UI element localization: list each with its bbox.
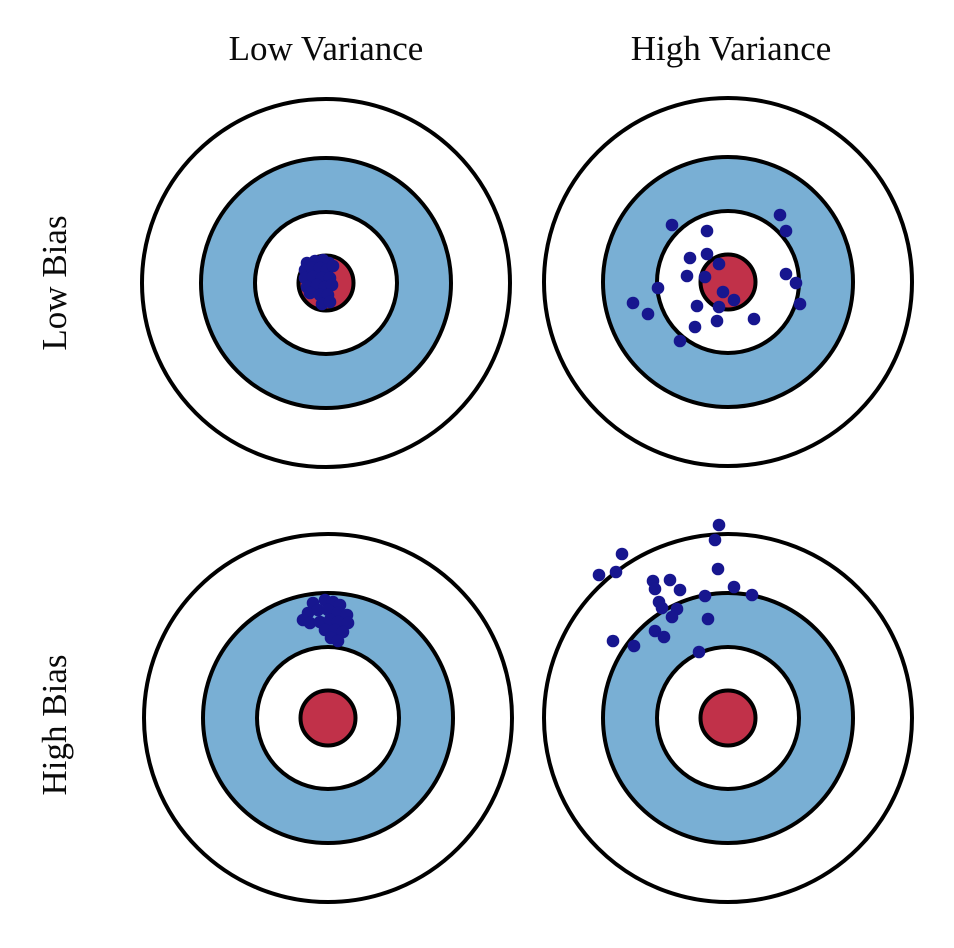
prediction-dot (326, 259, 340, 273)
prediction-dot (692, 645, 706, 659)
prediction-dot (311, 603, 325, 617)
prediction-dot (321, 603, 335, 617)
prediction-dot (708, 533, 722, 547)
prediction-dot (641, 307, 655, 321)
prediction-dot (323, 295, 337, 309)
target-high-bias-high-variance (542, 518, 914, 904)
prediction-dot (627, 639, 641, 653)
prediction-dot (626, 296, 640, 310)
prediction-dot (789, 276, 803, 290)
column-header-high-variance: High Variance (630, 29, 832, 68)
prediction-dot (747, 312, 761, 326)
ring-bullseye (698, 252, 758, 312)
prediction-dot (745, 588, 759, 602)
row-header-high-bias: High Bias (35, 654, 74, 796)
prediction-dot (727, 580, 741, 594)
prediction-dot (651, 281, 665, 295)
prediction-dot (698, 589, 712, 603)
prediction-dot (683, 251, 697, 265)
prediction-dot (592, 568, 606, 582)
prediction-dot (609, 565, 623, 579)
prediction-dot (688, 320, 702, 334)
prediction-dot (665, 218, 679, 232)
prediction-dot (325, 278, 339, 292)
prediction-dot (716, 285, 730, 299)
prediction-dot (680, 269, 694, 283)
prediction-dot (710, 314, 724, 328)
prediction-dot (673, 334, 687, 348)
prediction-dot (331, 634, 345, 648)
target-high-bias-low-variance (142, 532, 514, 904)
prediction-dot (655, 601, 669, 615)
target-low-bias-high-variance (542, 96, 914, 468)
prediction-dot (615, 547, 629, 561)
prediction-dot (303, 286, 317, 300)
prediction-dot (690, 299, 704, 313)
prediction-dot (793, 297, 807, 311)
prediction-dot (701, 612, 715, 626)
prediction-dot (712, 300, 726, 314)
prediction-dot (698, 270, 712, 284)
prediction-dot (648, 582, 662, 596)
prediction-dot (700, 224, 714, 238)
prediction-dot (773, 208, 787, 222)
prediction-dot (779, 267, 793, 281)
ring-bullseye (298, 688, 358, 748)
prediction-dot (700, 247, 714, 261)
ring-bullseye (698, 688, 758, 748)
prediction-dot (711, 562, 725, 576)
prediction-dot (657, 630, 671, 644)
row-header-low-bias: Low Bias (35, 215, 74, 351)
prediction-dot (727, 293, 741, 307)
column-header-low-variance: Low Variance (228, 29, 424, 68)
prediction-dot (303, 616, 317, 630)
prediction-dot (665, 610, 679, 624)
prediction-dot (673, 583, 687, 597)
prediction-dot (606, 634, 620, 648)
prediction-dot (663, 573, 677, 587)
prediction-dot (779, 224, 793, 238)
target-low-bias-low-variance (140, 97, 512, 469)
prediction-dot (648, 624, 662, 638)
prediction-dot (712, 518, 726, 532)
prediction-dot (712, 257, 726, 271)
